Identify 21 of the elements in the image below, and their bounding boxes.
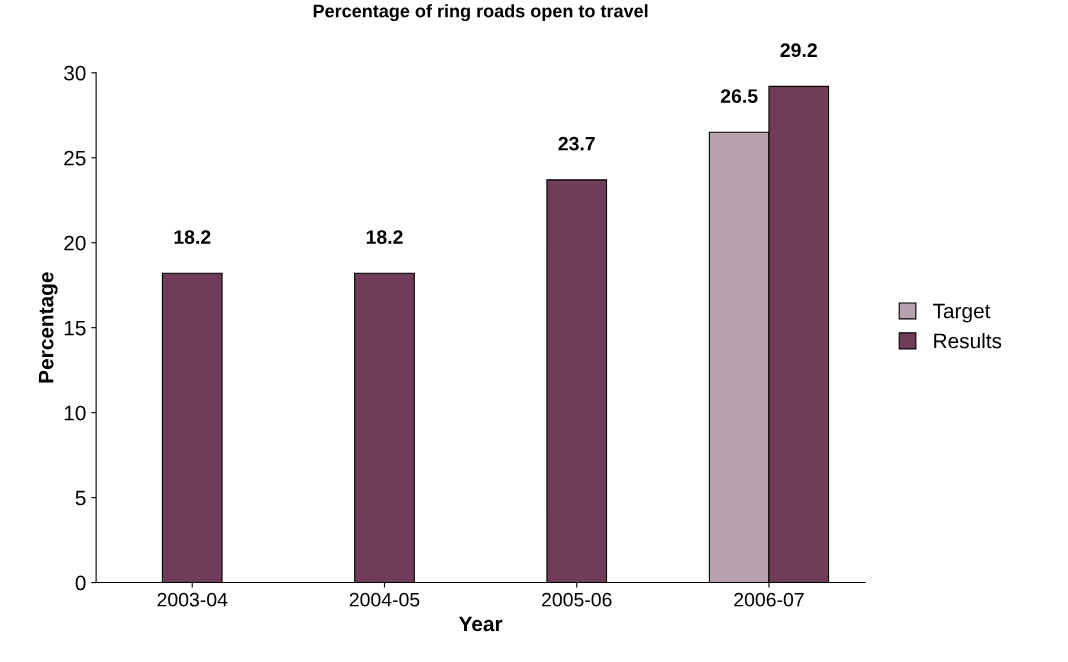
x-tick-label: 2005-06 <box>542 592 612 607</box>
data-label: 23.7 <box>558 136 595 151</box>
y-tick-label: 15 <box>64 320 86 336</box>
chart-title: Percentage of ring roads open to travel <box>313 4 648 22</box>
data-label: 29.2 <box>780 43 817 58</box>
y-tick-label: 20 <box>64 235 86 251</box>
x-tick-label: 2003-04 <box>157 592 228 607</box>
y-tick-label: 10 <box>64 405 86 421</box>
x-tick-label: 2006-07 <box>734 592 804 607</box>
y-tick-label: 0 <box>75 575 86 591</box>
y-axis-title: Percentage <box>38 272 58 383</box>
data-label: 26.5 <box>720 89 758 103</box>
y-tick-label: 25 <box>64 150 86 166</box>
x-axis-title: Year <box>458 616 503 632</box>
legend-label: Target <box>933 303 991 323</box>
data-label: 18.2 <box>366 230 403 244</box>
y-tick-label: 30 <box>64 65 86 81</box>
legend-label: Results <box>934 333 1002 349</box>
data-label: 18.2 <box>174 230 211 244</box>
x-tick-label: 2004-05 <box>349 592 420 607</box>
y-tick-label: 5 <box>75 490 86 506</box>
